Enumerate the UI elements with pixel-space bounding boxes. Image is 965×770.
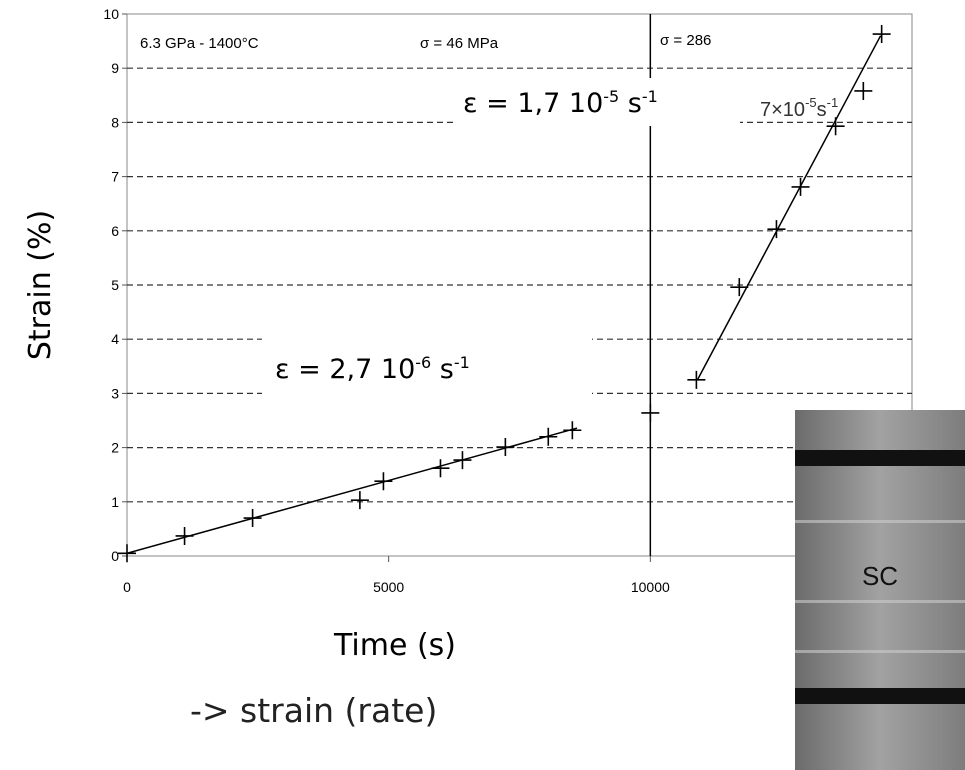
fit-line <box>126 427 578 555</box>
y-axis-label: Strain (%) <box>23 210 58 360</box>
sem-image: SC <box>795 410 965 770</box>
annotation-unit: s <box>619 88 642 119</box>
annotation-exponent: -5 <box>603 87 619 106</box>
annotation-text: ε = 1,7 10 <box>463 88 603 119</box>
annotation: ε = 2,7 10-6 s-1 <box>275 353 470 385</box>
data-point <box>767 220 786 239</box>
x-tick-label: 5000 <box>373 579 404 595</box>
image-label: SC <box>862 561 898 591</box>
y-tick-label: 2 <box>111 440 119 456</box>
data-point <box>243 509 262 528</box>
y-tick-label: 0 <box>111 548 119 564</box>
data-point <box>118 544 136 563</box>
annotation-exponent: -1 <box>642 87 658 106</box>
data-point <box>374 472 393 491</box>
y-tick-label: 5 <box>111 277 119 293</box>
y-tick-label: 6 <box>111 223 119 239</box>
data-point <box>350 491 369 510</box>
data-point <box>687 370 706 389</box>
marks <box>118 25 891 563</box>
data-point <box>563 421 582 440</box>
x-axis-label: Time (s) <box>333 628 456 663</box>
data-point <box>175 526 194 545</box>
x-tick-label: 10000 <box>631 579 670 595</box>
annotation: σ = 46 MPa <box>420 35 499 52</box>
label-backdrop <box>262 338 592 396</box>
data-point <box>872 25 891 44</box>
data-point <box>791 177 810 196</box>
data-point <box>730 278 749 297</box>
annotation-unit: s <box>817 99 827 121</box>
annotation-exponent: -5 <box>805 95 817 110</box>
annotation-exponent: -1 <box>827 95 839 110</box>
annotation: 6.3 GPa - 1400°C <box>140 35 259 52</box>
data-point <box>539 427 558 446</box>
y-tick-label: 1 <box>111 494 119 510</box>
data-point <box>641 403 660 422</box>
annotation: σ = 286 <box>660 32 711 49</box>
y-tick-label: 3 <box>111 385 119 401</box>
data-point <box>854 81 873 100</box>
y-tick-label: 10 <box>103 6 119 22</box>
label-backdrop <box>455 78 740 126</box>
annotation-exponent: -1 <box>454 353 470 372</box>
annotation: 7×10-5s-1 <box>760 95 838 121</box>
y-tick-label: 4 <box>111 331 119 347</box>
data-point <box>826 117 845 136</box>
y-tick-label: 7 <box>111 169 119 185</box>
y-tick-label: 9 <box>111 60 119 76</box>
fit-line <box>696 35 882 381</box>
data-point <box>431 459 450 478</box>
x-tick-label: 0 <box>123 579 131 595</box>
caption: -> strain (rate) <box>190 691 437 730</box>
y-tick-label: 8 <box>111 114 119 130</box>
annotation: ε = 1,7 10-5 s-1 <box>463 87 658 119</box>
annotation-text: ε = 2,7 10 <box>275 354 415 385</box>
data-point <box>496 438 515 457</box>
annotation-text: 7×10 <box>760 99 805 121</box>
annotation-unit: s <box>431 354 454 385</box>
annotation-exponent: -6 <box>415 353 431 372</box>
data-point <box>453 451 472 470</box>
